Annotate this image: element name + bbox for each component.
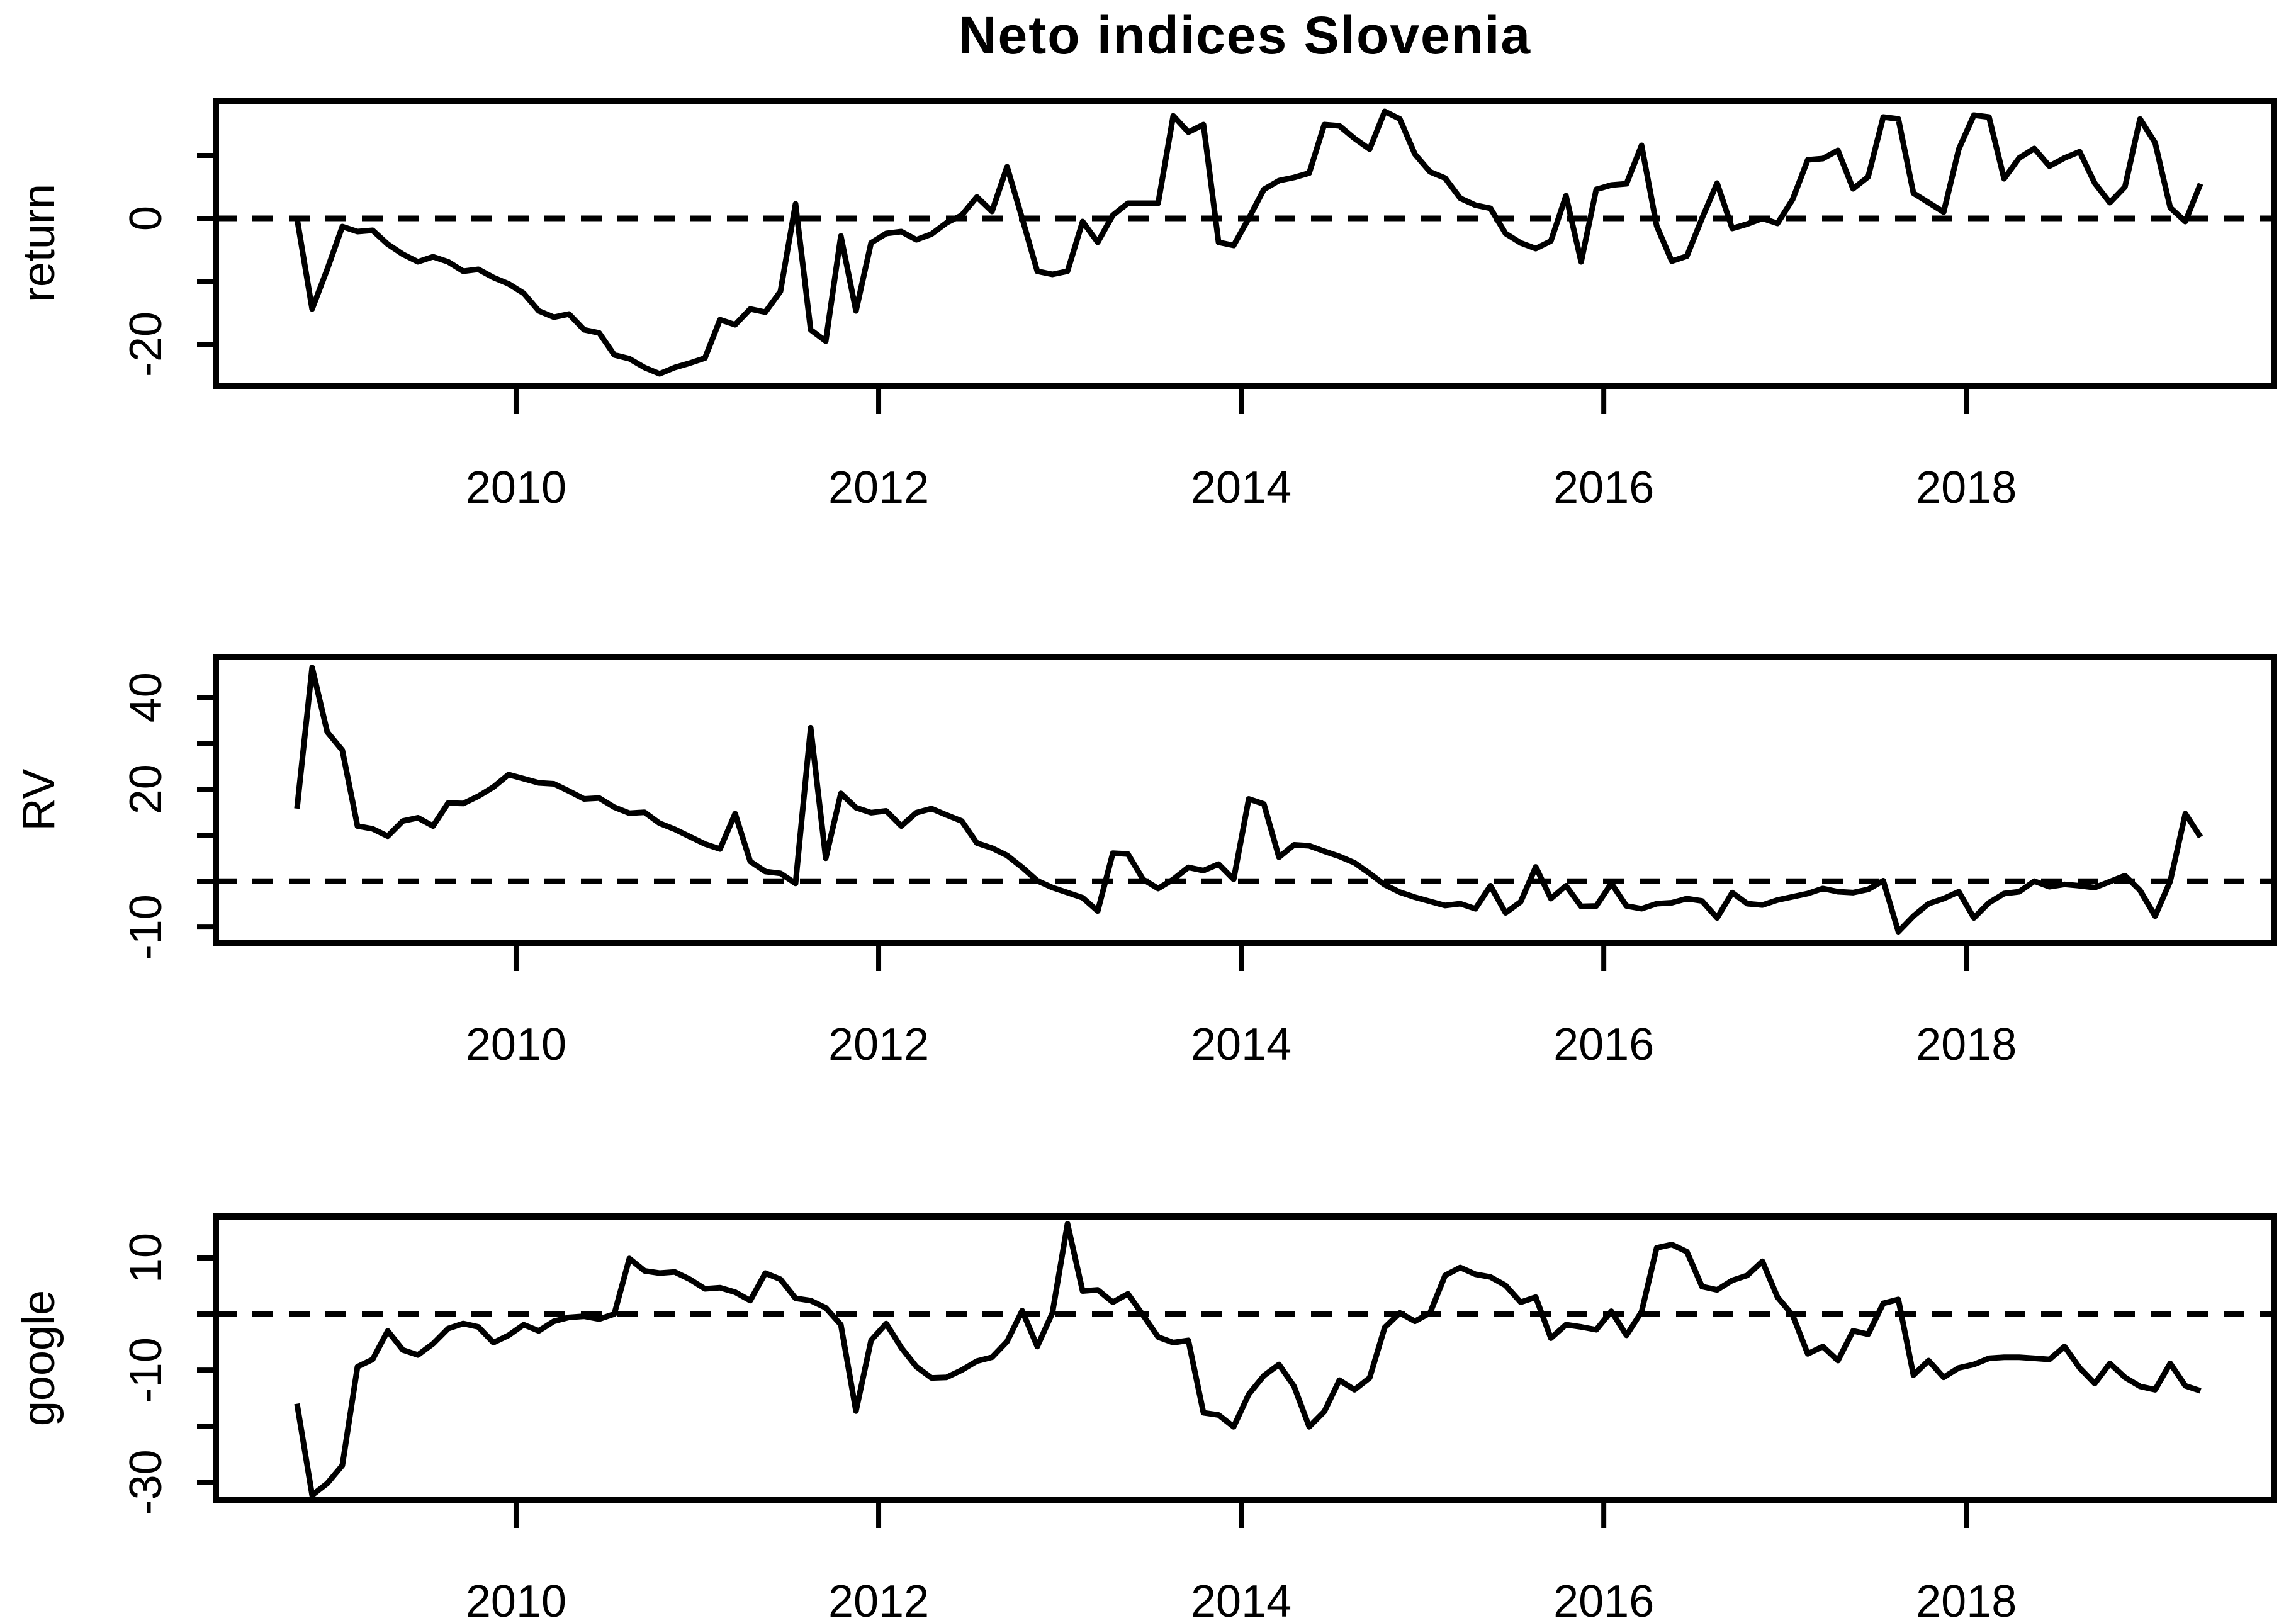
x-tick-label: 2018 bbox=[1916, 1019, 2017, 1070]
y-tick-label: -30 bbox=[121, 1449, 171, 1515]
plot-box bbox=[213, 1213, 2277, 1503]
panel-return: 0 -20 2010 2012 2014 2016 2018 bbox=[121, 98, 2277, 513]
plot-box bbox=[213, 654, 2277, 946]
y-tick-label: -10 bbox=[121, 1337, 171, 1403]
x-tick-label: 2016 bbox=[1553, 463, 1654, 513]
panel-RV: 40 20 -10 2010 2012 2014 2016 2018 bbox=[121, 654, 2277, 1070]
x-tick-label: 2014 bbox=[1191, 1019, 1292, 1070]
x-tick-label: 2014 bbox=[1191, 463, 1292, 513]
y-tick-label: 20 bbox=[121, 764, 171, 814]
x-tick-label: 2014 bbox=[1191, 1576, 1292, 1623]
y-tick-label: -10 bbox=[121, 894, 171, 960]
chart-title: Neto indices Slovenia bbox=[958, 6, 1532, 65]
x-tick-label: 2012 bbox=[828, 1019, 929, 1070]
x-tick-label: 2010 bbox=[466, 463, 566, 513]
series-line-return bbox=[294, 108, 2203, 377]
y-tick-label: 0 bbox=[121, 206, 171, 231]
plot-box bbox=[213, 98, 2277, 389]
x-tick-label: 2010 bbox=[466, 1576, 566, 1623]
x-tick-label: 2012 bbox=[828, 1576, 929, 1623]
x-tick-label: 2012 bbox=[828, 463, 929, 513]
y-tick-label: 10 bbox=[121, 1233, 171, 1283]
y-tick-label: 40 bbox=[121, 672, 171, 722]
x-tick-label: 2018 bbox=[1916, 1576, 2017, 1623]
x-tick-label: 2018 bbox=[1916, 463, 2017, 513]
x-tick-label: 2010 bbox=[466, 1019, 566, 1070]
series-line-RV bbox=[294, 665, 2203, 935]
panel-google: 10 -10 -30 2010 2012 2014 2016 2018 bbox=[121, 1213, 2277, 1623]
x-tick-label: 2016 bbox=[1553, 1576, 1654, 1623]
series-line-google bbox=[294, 1221, 2202, 1498]
y-tick-label: -20 bbox=[121, 312, 171, 377]
x-tick-label: 2016 bbox=[1553, 1019, 1654, 1070]
